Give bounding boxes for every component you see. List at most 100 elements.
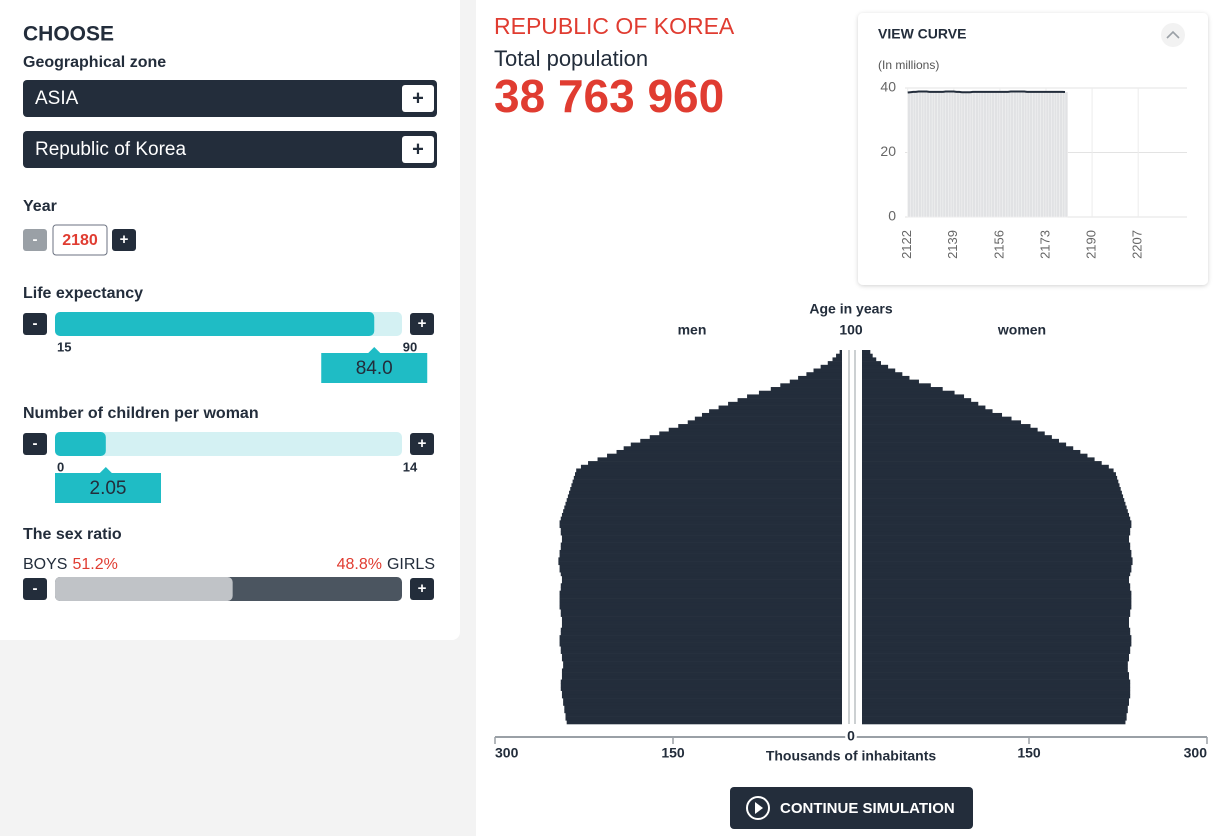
curve-bar	[942, 91, 946, 218]
legend-men: men	[678, 322, 707, 338]
men-bar	[718, 405, 842, 410]
country-select-plus[interactable]	[402, 136, 434, 163]
women-bar	[862, 520, 1132, 525]
x-tick-label: 150	[661, 745, 685, 761]
curve-bar	[1002, 91, 1006, 218]
zone-select[interactable]	[23, 80, 437, 117]
women-bar	[862, 479, 1119, 484]
women-bar	[862, 420, 1022, 425]
year-minus[interactable]	[23, 229, 47, 251]
men-bar	[561, 616, 842, 621]
sex-minus-text: -	[33, 580, 38, 597]
curve-bar	[994, 91, 998, 218]
women-bar	[862, 405, 986, 410]
men-bar	[747, 394, 842, 399]
life-minus[interactable]	[23, 313, 47, 335]
women-bar	[862, 409, 993, 414]
curve-bar	[953, 91, 957, 218]
curve-bar	[1013, 91, 1017, 218]
women-bar	[862, 416, 1012, 421]
women-bar	[862, 487, 1121, 492]
women-bar	[862, 490, 1122, 495]
sex-plus[interactable]	[410, 578, 434, 600]
men-bar	[827, 361, 842, 366]
women-bar	[862, 605, 1132, 610]
men-bar	[560, 649, 842, 654]
zone-select-plus-text: +	[412, 87, 424, 109]
men-bar	[558, 557, 842, 562]
children-min: 0	[57, 459, 64, 474]
subtitle: Total population	[494, 46, 648, 71]
men-bar	[559, 568, 842, 573]
collapse-button[interactable]	[1161, 23, 1185, 47]
men-bar	[561, 657, 842, 662]
heading: CHOOSE	[23, 23, 114, 46]
women-bar	[862, 661, 1128, 666]
men-bar	[559, 524, 842, 529]
curve-bar	[929, 91, 933, 218]
women-bar	[862, 694, 1131, 699]
men-bar	[580, 464, 842, 469]
men-bar	[560, 683, 842, 688]
curve-bar	[969, 91, 973, 218]
year-value: 2180	[62, 232, 98, 249]
women-bar	[862, 383, 931, 388]
men-bar	[560, 546, 842, 551]
women-bar	[862, 512, 1129, 517]
men-bar	[820, 364, 842, 369]
men-bar	[559, 642, 842, 647]
men-bar	[780, 383, 842, 388]
year-plus[interactable]	[112, 229, 136, 251]
curve-bar	[1018, 91, 1022, 218]
women-bar	[862, 553, 1132, 558]
men-bar	[560, 612, 842, 617]
country-select[interactable]	[23, 131, 437, 168]
men-bar	[659, 431, 842, 436]
men-bar	[566, 720, 842, 725]
play-icon-triangle	[755, 802, 763, 814]
life-plus[interactable]	[410, 313, 434, 335]
men-bar	[678, 424, 842, 429]
men-bar	[563, 701, 842, 706]
women-bar	[862, 631, 1131, 636]
children-track[interactable]	[55, 432, 402, 456]
children-max: 14	[403, 459, 418, 474]
men-bar	[559, 601, 842, 606]
men-bar	[561, 675, 842, 680]
sex-ratio-label: The sex ratio	[23, 526, 122, 543]
curve-bar	[1026, 91, 1030, 218]
age-label: Age in years	[809, 301, 892, 317]
x-tick-label: 2156	[991, 230, 1006, 259]
curve-bar	[1005, 91, 1009, 218]
women-bar	[862, 701, 1129, 706]
men-bar	[561, 620, 842, 625]
curve-bar	[1040, 91, 1044, 218]
men-bar	[563, 509, 842, 514]
zone-select-plus[interactable]	[402, 85, 434, 112]
men-bar	[560, 627, 842, 632]
children-plus[interactable]	[410, 433, 434, 455]
sex-minus[interactable]	[23, 578, 47, 600]
women-bar	[862, 368, 896, 373]
children-minus[interactable]	[23, 433, 47, 455]
women-bar	[862, 675, 1129, 680]
x-tick-label: 2139	[945, 230, 960, 259]
women-bar	[862, 679, 1131, 684]
continue-button[interactable]	[730, 787, 973, 829]
women-bar	[862, 446, 1074, 451]
curve-title: VIEW CURVE	[878, 26, 966, 42]
curve-bar	[1059, 91, 1063, 218]
women-bar	[862, 716, 1127, 721]
play-icon	[746, 796, 770, 820]
children-plus-text: +	[418, 435, 427, 452]
zone-select-text: ASIA	[35, 88, 79, 109]
men-bar	[668, 427, 842, 432]
men-bar	[561, 579, 842, 584]
women-bar	[862, 527, 1131, 532]
life-value-box	[321, 353, 428, 383]
curve-bar	[980, 91, 984, 218]
men-bar	[709, 409, 842, 414]
women-bar	[862, 387, 943, 392]
men-bar	[561, 690, 842, 695]
men-bar	[563, 664, 842, 669]
